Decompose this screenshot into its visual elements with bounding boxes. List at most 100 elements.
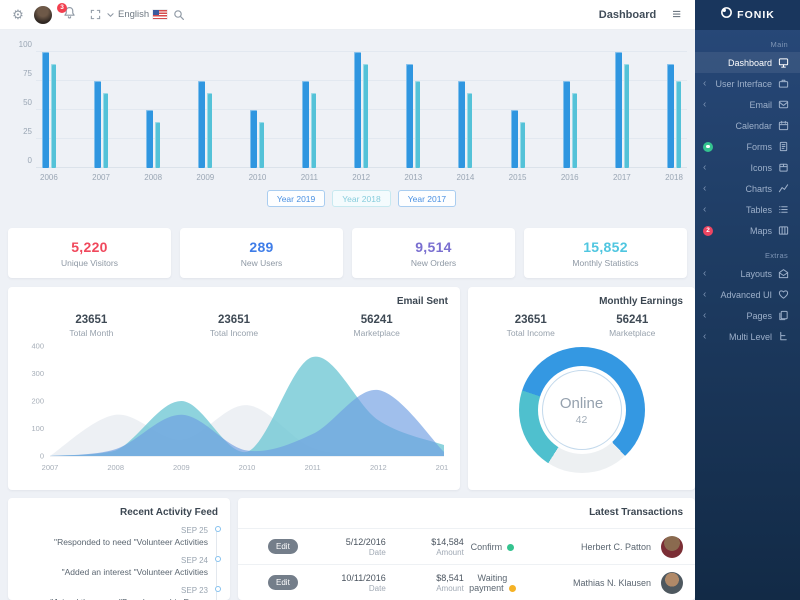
- sidebar-item-layouts[interactable]: ‹ Layouts: [695, 263, 800, 284]
- sidebar-item-tables[interactable]: ‹ Tables: [695, 199, 800, 220]
- envelope-icon: [778, 99, 789, 110]
- brand-logo[interactable]: FONIK: [695, 0, 800, 30]
- mini-stat-total-income: 23651 Total Income: [163, 314, 306, 338]
- card-title: Monthly Earnings: [599, 296, 683, 307]
- edit-button[interactable]: Edit: [268, 539, 298, 554]
- chevron-left-icon: ‹: [703, 203, 707, 215]
- bar-series-1[interactable]: [41, 52, 49, 168]
- settings-gear-icon[interactable]: ⚙: [12, 6, 24, 22]
- sidebar: FONIK Main Dashboard ‹ User Interface ‹ Email…: [695, 0, 800, 600]
- status-dot-icon: [507, 543, 515, 551]
- bar-series-2[interactable]: [571, 92, 577, 168]
- bar-series-1[interactable]: [562, 81, 570, 168]
- bar-series-2[interactable]: [467, 92, 473, 168]
- bar-series-2[interactable]: [415, 81, 421, 168]
- page-title: Dashboard: [598, 8, 657, 21]
- bar-series-1[interactable]: [458, 81, 466, 168]
- sidebar-item-advanced-ui[interactable]: ‹ Advanced UI: [695, 284, 800, 305]
- chevron-left-icon: ‹: [703, 330, 707, 342]
- pages-icon: [778, 310, 789, 321]
- levels-icon: [778, 331, 789, 342]
- bar-series-2[interactable]: [675, 81, 681, 168]
- year-button-year-2019[interactable]: Year 2019: [266, 190, 326, 207]
- sidebar-item-dashboard[interactable]: Dashboard: [695, 52, 800, 73]
- search-icon[interactable]: [173, 0, 185, 30]
- fullscreen-icon[interactable]: [90, 0, 101, 30]
- activity-item[interactable]: SEP 23 "Joined the group "Boardsmanship F…: [8, 586, 221, 600]
- year-button-year-2017[interactable]: Year 2017: [397, 190, 457, 207]
- stat-label: New Orders: [410, 257, 457, 268]
- y-axis-label: 75: [23, 69, 32, 78]
- y-axis-label: 50: [23, 98, 32, 107]
- bar-series-2[interactable]: [207, 92, 213, 168]
- bar-series-2[interactable]: [311, 92, 317, 168]
- sidebar-item-forms[interactable]: Forms: [695, 136, 800, 157]
- gridline: [36, 138, 687, 139]
- bar-group: 2007: [92, 52, 110, 186]
- layout-icon: [778, 268, 789, 279]
- year-button-year-2018[interactable]: Year 2018: [332, 190, 391, 207]
- activity-text: "Responded to need "Volunteer Activities: [54, 537, 208, 547]
- sidebar-item-user-interface[interactable]: ‹ User Interface: [695, 73, 800, 94]
- bar-series-2[interactable]: [623, 63, 629, 168]
- mini-stat-label: Marketplace: [353, 328, 400, 338]
- bar-series-1[interactable]: [354, 52, 362, 168]
- card-title: Email Sent: [396, 296, 448, 307]
- bar-series-1[interactable]: [94, 81, 102, 168]
- stat-card-new-orders[interactable]: 9,514 New Orders: [352, 228, 515, 278]
- language-selector[interactable]: English: [107, 9, 168, 20]
- x-axis-label: 2013: [404, 173, 423, 182]
- sidebar-item-charts[interactable]: ‹ Charts: [695, 178, 800, 199]
- sidebar-item-label: Icons: [750, 162, 772, 173]
- notifications-button[interactable]: 3: [57, 0, 80, 30]
- sidebar-item-calendar[interactable]: Calendar: [695, 115, 800, 136]
- sidebar-item-email[interactable]: ‹ Email: [695, 94, 800, 115]
- bar-series-1[interactable]: [510, 110, 518, 168]
- x-axis-label: 2012: [352, 173, 371, 182]
- bar-series-2[interactable]: [363, 63, 369, 168]
- stat-value: 289: [249, 238, 274, 255]
- stat-card-unique-visitors[interactable]: 5,220 Unique Visitors: [8, 228, 171, 278]
- bar-series-1[interactable]: [250, 110, 258, 168]
- bar-chart-grid: 0 25 50 75 100: [19, 40, 687, 168]
- bar-group: 2012: [352, 52, 370, 186]
- sidebar-item-label: Layouts: [740, 268, 772, 279]
- card-title: Recent Activity Feed: [120, 507, 218, 518]
- sidebar-item-multi-level[interactable]: ‹ Multi Level: [695, 326, 800, 347]
- user-avatar[interactable]: [34, 5, 52, 24]
- bar-series-1[interactable]: [406, 63, 414, 168]
- mini-stat-label: Total Month: [69, 328, 114, 338]
- sidebar-item-pages[interactable]: ‹ Pages: [695, 305, 800, 326]
- bar-series-2[interactable]: [155, 121, 161, 168]
- chevron-left-icon: ‹: [703, 161, 707, 173]
- bar-series-2[interactable]: [50, 63, 56, 168]
- transaction-date: 5/12/2016 Date: [345, 536, 386, 557]
- bar-series-1[interactable]: [666, 63, 674, 168]
- x-axis-label: 2008: [144, 173, 163, 182]
- bar-series-2[interactable]: [103, 92, 109, 168]
- sidebar-item-icons[interactable]: ‹ Icons: [695, 157, 800, 178]
- stat-card-new-users[interactable]: 289 New Users: [180, 228, 343, 278]
- mini-stat-marketplace: 56241 Marketplace: [305, 314, 448, 338]
- sidebar-item-label: Maps: [749, 225, 772, 236]
- svg-text:2010: 2010: [239, 463, 256, 472]
- stat-card-monthly-statistics[interactable]: 15,852 Monthly Statistics: [524, 228, 687, 278]
- activity-item[interactable]: SEP 25 "Responded to need "Volunteer Acti…: [8, 526, 221, 547]
- bar-series-1[interactable]: [198, 81, 206, 168]
- sidebar-item-label: Forms: [746, 141, 773, 152]
- sidebar-item-maps[interactable]: 2 Maps: [695, 220, 800, 241]
- sidebar-item-label: Calendar: [735, 120, 772, 131]
- activity-item[interactable]: SEP 24 "Added an interest "Volunteer Acti…: [8, 556, 221, 577]
- menu-icon[interactable]: ≡: [672, 6, 681, 23]
- bar-series-2[interactable]: [519, 121, 525, 168]
- bar-series-1[interactable]: [302, 81, 310, 168]
- bar-series-1[interactable]: [146, 110, 154, 168]
- bar-group: 2016: [561, 52, 579, 186]
- edit-button[interactable]: Edit: [268, 575, 298, 590]
- sidebar-item-label: Email: [749, 99, 772, 110]
- x-axis-label: 2016: [560, 173, 579, 182]
- bar-series-1[interactable]: [614, 52, 622, 168]
- mini-stat-value: 23651: [218, 314, 250, 326]
- email-sent-card: Email Sent 23651 Total Month 23651 Total In…: [8, 287, 460, 490]
- bar-series-2[interactable]: [259, 121, 265, 168]
